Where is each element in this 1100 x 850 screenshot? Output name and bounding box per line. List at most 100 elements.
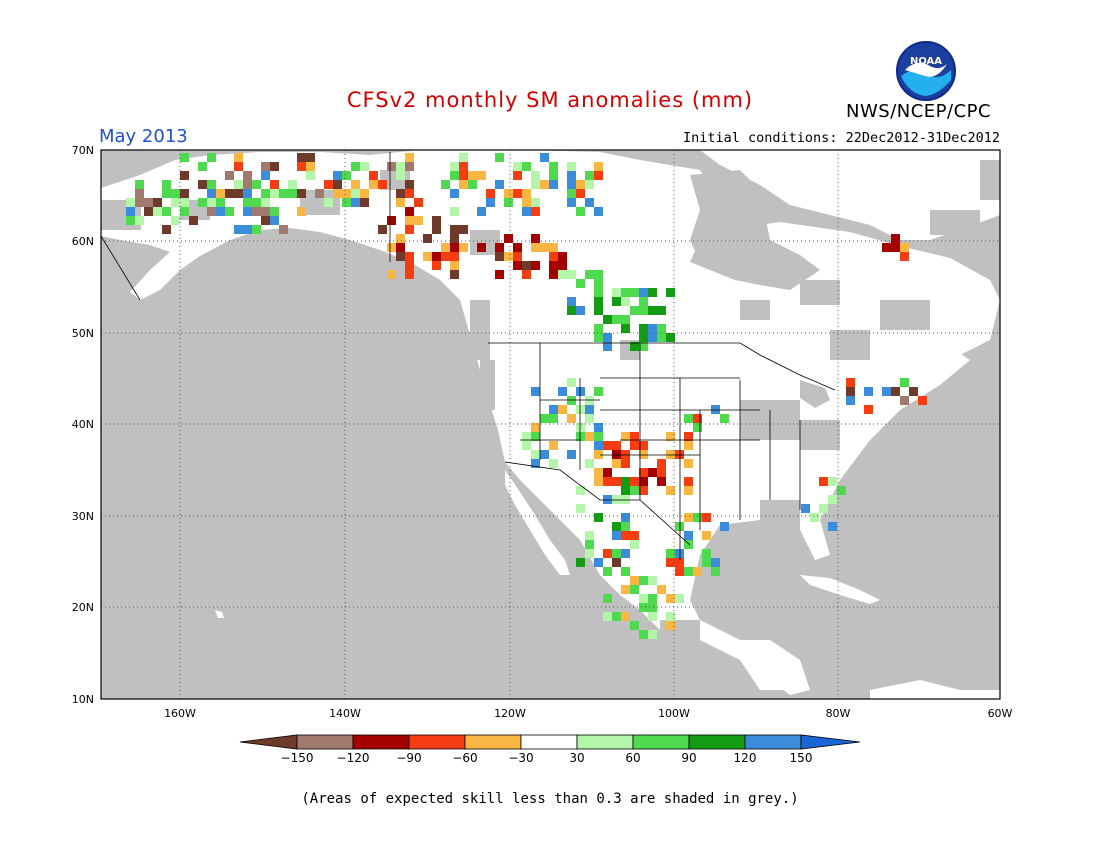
anomaly-cell-46 xyxy=(405,252,414,261)
anomaly-cell-14 xyxy=(549,243,558,252)
anomaly-cell-435 xyxy=(549,405,558,414)
anomaly-cell-202 xyxy=(351,189,360,198)
legend-label-3: −90 xyxy=(396,751,421,765)
anomaly-cell-371 xyxy=(567,171,576,180)
anomaly-cell-265 xyxy=(234,180,243,189)
anomaly-cell-278 xyxy=(261,189,270,198)
anomaly-cell-494 xyxy=(630,621,639,630)
anomaly-cell-109 xyxy=(567,306,576,315)
anomaly-cell-59 xyxy=(594,324,603,333)
land-3 xyxy=(505,470,570,575)
anomaly-cell-77 xyxy=(648,324,657,333)
anomaly-cell-149 xyxy=(675,450,684,459)
anomaly-cell-147 xyxy=(603,468,612,477)
anomaly-cell-359 xyxy=(594,207,603,216)
anomaly-cell-349 xyxy=(585,180,594,189)
anomaly-cell-122 xyxy=(603,441,612,450)
anomaly-cell-222 xyxy=(396,171,405,180)
border-0 xyxy=(488,342,836,391)
anomaly-cell-71 xyxy=(612,315,621,324)
anomaly-cell-264 xyxy=(342,171,351,180)
anomaly-cell-65 xyxy=(621,315,630,324)
anomaly-cell-80 xyxy=(603,333,612,342)
anomaly-cell-210 xyxy=(360,162,369,171)
anomaly-cell-409 xyxy=(567,450,576,459)
anomaly-cell-484 xyxy=(639,594,648,603)
anomaly-cell-160 xyxy=(621,549,630,558)
anomaly-cell-221 xyxy=(369,180,378,189)
anomaly-cell-303 xyxy=(162,207,171,216)
legend-swatch-3 xyxy=(408,734,466,750)
lat-label-70: 70N xyxy=(72,144,94,157)
anomaly-cell-40 xyxy=(432,261,441,270)
anomaly-cell-360 xyxy=(486,198,495,207)
anomaly-cell-87 xyxy=(594,297,603,306)
anomaly-cell-19 xyxy=(558,252,567,261)
legend-swatch-4 xyxy=(464,734,522,750)
anomaly-cell-39 xyxy=(450,261,459,270)
anomaly-cell-140 xyxy=(666,486,675,495)
anomaly-cell-187 xyxy=(594,558,603,567)
anomaly-cell-67 xyxy=(603,315,612,324)
anomaly-cell-355 xyxy=(567,189,576,198)
anomaly-cell-308 xyxy=(216,207,225,216)
anomaly-cell-218 xyxy=(270,180,279,189)
anomaly-cell-252 xyxy=(288,189,297,198)
anomaly-cell-237 xyxy=(306,171,315,180)
anomaly-cell-88 xyxy=(594,306,603,315)
legend-swatch-2 xyxy=(352,734,410,750)
anomaly-cell-258 xyxy=(306,153,315,162)
anomaly-cell-415 xyxy=(540,450,549,459)
anomaly-cell-333 xyxy=(468,171,477,180)
anomaly-cell-290 xyxy=(216,198,225,207)
legend-swatch-9 xyxy=(744,734,802,750)
anomaly-cell-256 xyxy=(315,189,324,198)
anomaly-cell-96 xyxy=(621,288,630,297)
anomaly-cell-155 xyxy=(639,477,648,486)
color-legend xyxy=(239,734,861,750)
anomaly-cell-348 xyxy=(504,198,513,207)
anomaly-cell-417 xyxy=(522,432,531,441)
anomaly-cell-113 xyxy=(594,288,603,297)
anomaly-cell-5 xyxy=(495,243,504,252)
anomaly-cell-157 xyxy=(585,540,594,549)
anomaly-cell-427 xyxy=(531,450,540,459)
anomaly-cell-162 xyxy=(630,486,639,495)
anomaly-cell-64 xyxy=(648,288,657,297)
anomaly-cell-184 xyxy=(612,477,621,486)
low-skill-patch-13 xyxy=(800,420,840,450)
anomaly-cell-47 xyxy=(405,225,414,234)
anomaly-cell-121 xyxy=(594,450,603,459)
anomaly-cell-482 xyxy=(666,621,675,630)
anomaly-cell-382 xyxy=(918,396,927,405)
anomaly-cell-91 xyxy=(576,306,585,315)
anomaly-cell-336 xyxy=(567,180,576,189)
anomaly-cell-337 xyxy=(567,162,576,171)
anomaly-cell-225 xyxy=(270,189,279,198)
anomaly-cell-275 xyxy=(180,189,189,198)
low-skill-patch-7 xyxy=(880,300,930,330)
anomaly-cell-79 xyxy=(639,288,648,297)
anomaly-cell-351 xyxy=(495,153,504,162)
anomaly-cell-314 xyxy=(207,207,216,216)
legend-label-10: 150 xyxy=(790,751,813,765)
anomaly-cell-440 xyxy=(558,405,567,414)
anomaly-cell-334 xyxy=(531,180,540,189)
anomaly-cell-441 xyxy=(531,432,540,441)
lat-label-40: 40N xyxy=(72,418,94,431)
anomaly-cell-284 xyxy=(189,216,198,225)
low-skill-patch-9 xyxy=(980,160,1000,200)
anomaly-cell-477 xyxy=(621,612,630,621)
anomaly-cell-495 xyxy=(648,603,657,612)
anomaly-cell-471 xyxy=(684,414,693,423)
anomaly-cell-447 xyxy=(693,567,702,576)
anomaly-cell-402 xyxy=(828,522,837,531)
lat-label-50: 50N xyxy=(72,327,94,340)
low-skill-patch-14 xyxy=(830,330,870,360)
anomaly-cell-173 xyxy=(585,531,594,540)
anomaly-cell-388 xyxy=(864,387,873,396)
landmass xyxy=(101,150,1000,699)
anomaly-cell-380 xyxy=(909,387,918,396)
anomaly-cell-6 xyxy=(549,270,558,279)
anomaly-cell-105 xyxy=(558,270,567,279)
